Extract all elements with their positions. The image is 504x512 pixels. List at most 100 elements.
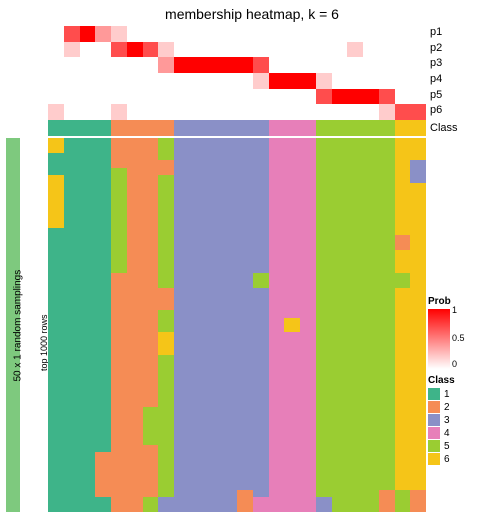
prob-cell — [174, 57, 190, 73]
class-swatch — [428, 453, 440, 465]
heat-segment — [284, 138, 300, 318]
row-label: p5 — [430, 89, 442, 101]
class-cell — [347, 120, 363, 136]
class-swatch — [428, 388, 440, 400]
prob-cell — [80, 26, 96, 42]
prob-cell — [95, 42, 111, 58]
class-cell — [237, 120, 253, 136]
prob-cell — [206, 89, 222, 105]
prob-row — [48, 73, 426, 89]
prob-cell — [206, 26, 222, 42]
prob-cell — [221, 104, 237, 120]
class-swatch — [428, 440, 440, 452]
prob-cell — [127, 73, 143, 89]
class-cell — [174, 120, 190, 136]
prob-cell — [143, 42, 159, 58]
prob-cell — [206, 42, 222, 58]
prob-cell — [174, 26, 190, 42]
prob-cell — [64, 26, 80, 42]
prob-cell — [347, 104, 363, 120]
prob-cell — [111, 104, 127, 120]
prob-cell — [332, 89, 348, 105]
prob-cell — [190, 89, 206, 105]
heat-column — [174, 138, 190, 512]
heat-segment — [95, 497, 111, 512]
prob-cell — [206, 73, 222, 89]
prob-legend: 1 0.5 0 — [428, 309, 450, 369]
prob-cell — [379, 104, 395, 120]
prob-cell — [300, 104, 316, 120]
row-label: p4 — [430, 73, 442, 85]
heat-segment — [95, 138, 111, 452]
heat-segment — [127, 138, 143, 512]
heat-segment — [48, 153, 64, 175]
heat-column — [332, 138, 348, 512]
prob-cell — [237, 42, 253, 58]
prob-tick-0: 0 — [452, 359, 457, 369]
prob-cell — [379, 42, 395, 58]
heat-column — [379, 138, 395, 512]
heat-segment — [158, 160, 174, 175]
prob-cell — [410, 26, 426, 42]
prob-cell — [316, 57, 332, 73]
prob-cell — [253, 89, 269, 105]
prob-cell — [379, 26, 395, 42]
heat-segment — [363, 138, 379, 512]
class-label: 2 — [444, 402, 450, 413]
heat-column — [237, 138, 253, 512]
prob-cell — [363, 73, 379, 89]
heat-segment — [253, 497, 269, 512]
prob-cell — [48, 42, 64, 58]
heat-segment — [395, 273, 411, 288]
prob-cell — [143, 57, 159, 73]
heatmap-area — [48, 26, 426, 496]
prob-cell — [300, 73, 316, 89]
heat-column — [395, 138, 411, 512]
prob-cell — [48, 73, 64, 89]
prob-cell — [221, 42, 237, 58]
prob-cell — [363, 26, 379, 42]
prob-row — [48, 104, 426, 120]
heat-segment — [143, 445, 159, 497]
prob-cell — [379, 89, 395, 105]
class-label: 1 — [444, 389, 450, 400]
heat-column — [253, 138, 269, 512]
heat-column — [95, 138, 111, 512]
class-cell — [158, 120, 174, 136]
prob-cell — [253, 57, 269, 73]
heat-segment — [269, 138, 285, 512]
class-cell — [269, 120, 285, 136]
heat-segment — [111, 273, 127, 512]
class-label: 6 — [444, 454, 450, 465]
prob-cell — [64, 104, 80, 120]
heat-segment — [395, 490, 411, 512]
prob-cell — [269, 89, 285, 105]
class-cell — [332, 120, 348, 136]
heat-segment — [111, 138, 127, 168]
class-legend-item: 6 — [428, 453, 502, 465]
heat-segment — [174, 138, 190, 512]
prob-cell — [158, 42, 174, 58]
heat-segment — [158, 175, 174, 287]
heat-segment — [143, 138, 159, 407]
class-cell — [64, 120, 80, 136]
prob-cell — [332, 73, 348, 89]
prob-cell — [127, 26, 143, 42]
prob-cell — [395, 73, 411, 89]
heat-segment — [395, 138, 411, 235]
class-legend: 123456 — [428, 388, 502, 465]
prob-cell — [269, 26, 285, 42]
prob-cell — [143, 89, 159, 105]
class-cell — [300, 120, 316, 136]
prob-cell — [300, 26, 316, 42]
prob-cell — [95, 89, 111, 105]
prob-cell — [237, 89, 253, 105]
heat-segment — [300, 138, 316, 512]
prob-cell — [316, 73, 332, 89]
heat-segment — [379, 138, 395, 490]
prob-cell — [237, 26, 253, 42]
prob-cell — [190, 42, 206, 58]
prob-cell — [174, 104, 190, 120]
prob-cell — [395, 89, 411, 105]
heat-column — [127, 138, 143, 512]
